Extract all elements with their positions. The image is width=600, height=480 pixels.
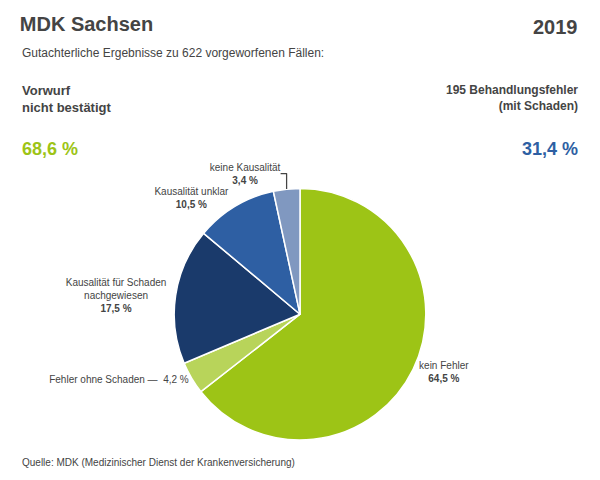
- svg-text:keine Kausalität3,4 %: keine Kausalität3,4 %: [210, 162, 281, 186]
- svg-text:Vorwurfnicht bestätigt: Vorwurfnicht bestätigt: [22, 83, 112, 115]
- svg-text:MDK Sachsen: MDK Sachsen: [20, 13, 153, 35]
- svg-text:195 Behandlungsfehler(mit Scha: 195 Behandlungsfehler(mit Schaden): [446, 83, 578, 113]
- svg-text:2019: 2019: [533, 16, 578, 38]
- svg-text:Quelle: MDK (Medizinischer Die: Quelle: MDK (Medizinischer Dienst der Kr…: [22, 457, 295, 468]
- svg-text:Gutachterliche Ergebnisse zu 6: Gutachterliche Ergebnisse zu 622 vorgewo…: [22, 46, 324, 60]
- svg-text:Kausalität unklar10,5 %: Kausalität unklar10,5 %: [154, 186, 229, 210]
- svg-text:68,6 %: 68,6 %: [22, 139, 78, 159]
- svg-text:kein Fehler64,5 %: kein Fehler64,5 %: [419, 360, 469, 384]
- svg-text:Kausalität für Schadennachgewi: Kausalität für Schadennachgewiesen17,5 %: [66, 277, 167, 314]
- svg-text:31,4 %: 31,4 %: [522, 139, 578, 159]
- svg-text:Fehler ohne Schaden — 4,2 %: Fehler ohne Schaden — 4,2 %: [49, 374, 189, 385]
